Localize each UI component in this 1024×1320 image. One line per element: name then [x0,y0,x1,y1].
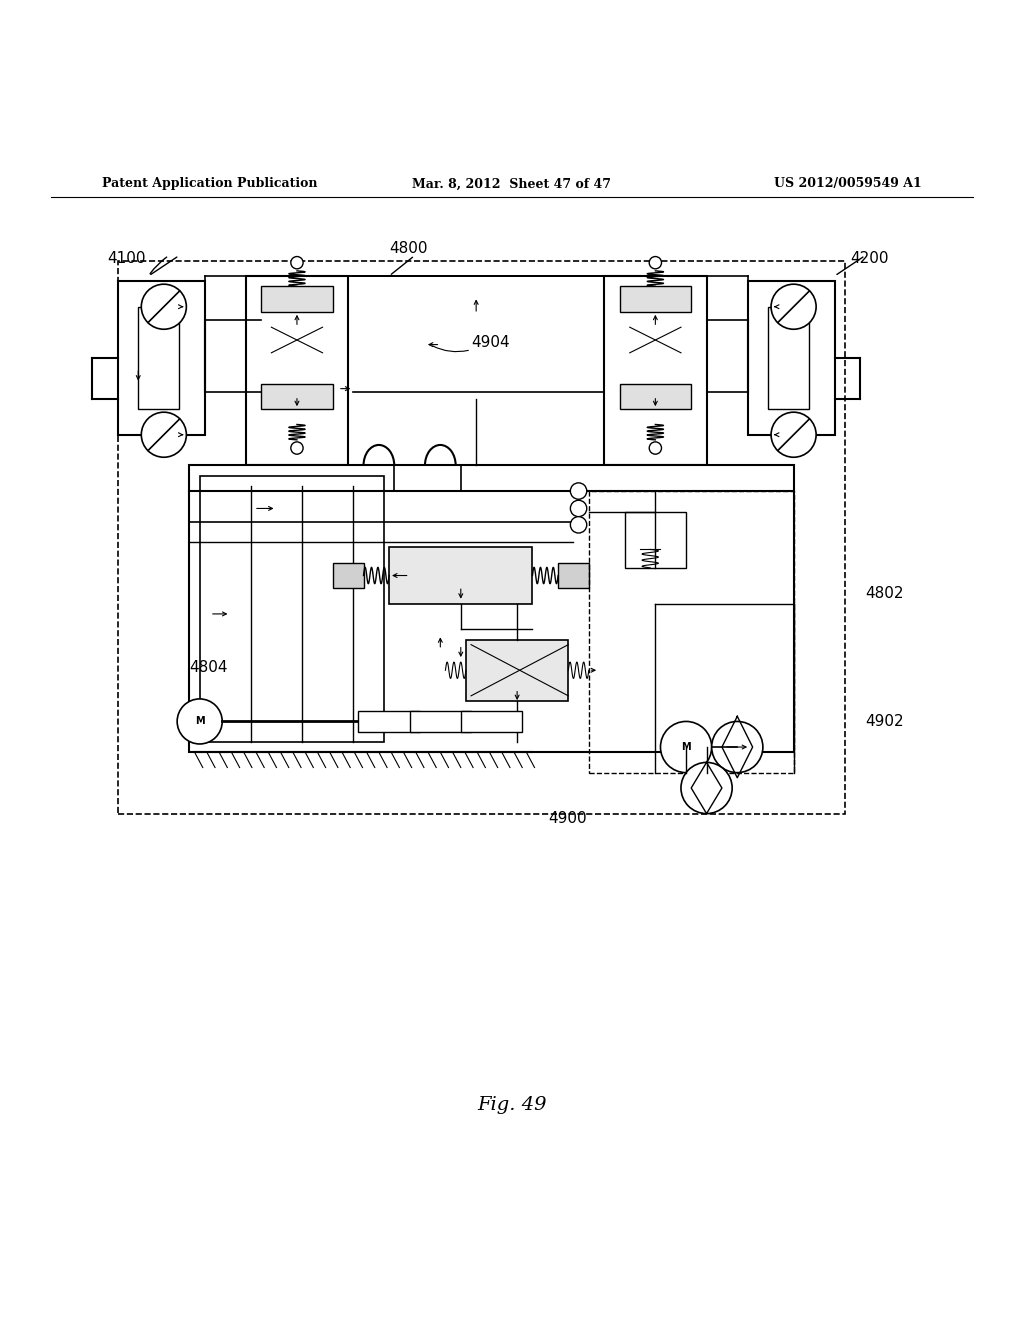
Text: Mar. 8, 2012  Sheet 47 of 47: Mar. 8, 2012 Sheet 47 of 47 [413,177,611,190]
Circle shape [177,698,222,744]
Bar [189,466,794,752]
Bar [466,639,568,701]
Bar [558,562,589,589]
Text: M: M [195,717,205,726]
Text: 4904: 4904 [471,335,510,350]
Text: 4902: 4902 [865,714,904,729]
Bar [118,260,845,813]
Bar [261,286,333,312]
Circle shape [141,284,186,329]
Bar [461,711,522,731]
Bar [620,286,691,312]
Bar [138,306,179,409]
Bar [768,306,809,409]
Bar [589,491,794,772]
Text: 4800: 4800 [389,240,428,256]
Bar [410,711,471,731]
Text: 4804: 4804 [189,660,228,676]
Bar [261,384,333,409]
Circle shape [681,763,732,813]
Circle shape [771,284,816,329]
Circle shape [291,442,303,454]
Bar [748,281,835,434]
Circle shape [291,256,303,269]
Text: Fig. 49: Fig. 49 [477,1097,547,1114]
Circle shape [660,722,712,772]
Circle shape [570,500,587,516]
Circle shape [771,412,816,457]
Circle shape [649,442,662,454]
Circle shape [570,516,587,533]
Bar [118,281,205,434]
Circle shape [141,412,186,457]
Text: M: M [681,742,691,752]
Bar [246,276,348,466]
Bar [620,384,691,409]
Bar [389,548,532,603]
Bar [604,276,707,466]
Text: 4900: 4900 [548,812,587,826]
Bar [333,562,364,589]
Text: Patent Application Publication: Patent Application Publication [102,177,317,190]
Bar [200,475,384,742]
Text: 4100: 4100 [108,251,146,265]
Bar [358,711,420,731]
Circle shape [570,483,587,499]
Text: 4200: 4200 [850,251,889,265]
Text: US 2012/0059549 A1: US 2012/0059549 A1 [774,177,922,190]
Circle shape [712,722,763,772]
Circle shape [649,256,662,269]
Text: 4802: 4802 [865,586,904,601]
Bar [625,512,686,568]
